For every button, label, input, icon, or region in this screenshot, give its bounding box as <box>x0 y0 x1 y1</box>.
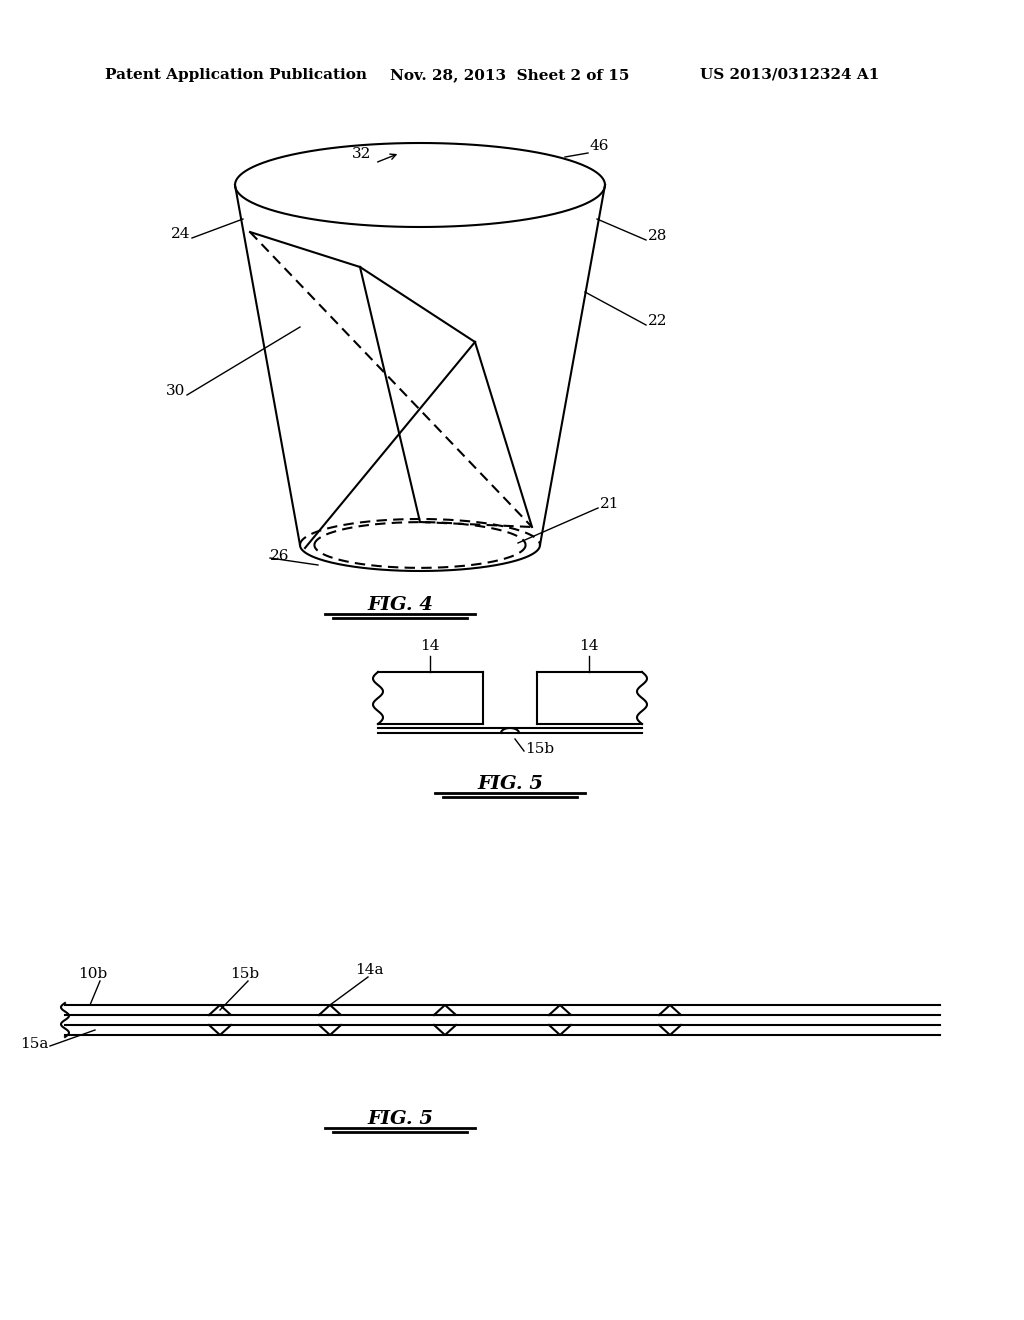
Text: 14: 14 <box>580 639 599 653</box>
Text: 10b: 10b <box>78 968 108 981</box>
Text: 21: 21 <box>600 498 620 511</box>
Text: 15a: 15a <box>19 1038 48 1051</box>
Text: Patent Application Publication: Patent Application Publication <box>105 69 367 82</box>
Text: 14a: 14a <box>355 964 384 977</box>
Text: 46: 46 <box>590 139 609 153</box>
Text: 24: 24 <box>171 227 190 242</box>
Text: 32: 32 <box>352 147 372 161</box>
Text: 30: 30 <box>166 384 185 399</box>
Text: 22: 22 <box>648 314 668 327</box>
Text: US 2013/0312324 A1: US 2013/0312324 A1 <box>700 69 880 82</box>
Text: Nov. 28, 2013  Sheet 2 of 15: Nov. 28, 2013 Sheet 2 of 15 <box>390 69 630 82</box>
Text: 15b: 15b <box>525 742 554 756</box>
Text: FIG. 4: FIG. 4 <box>367 597 433 614</box>
Text: 26: 26 <box>270 549 290 564</box>
Text: 15b: 15b <box>230 968 259 981</box>
Text: FIG. 5: FIG. 5 <box>367 1110 433 1129</box>
Text: 28: 28 <box>648 228 668 243</box>
Text: FIG. 5: FIG. 5 <box>477 775 543 793</box>
Text: 14: 14 <box>420 639 439 653</box>
